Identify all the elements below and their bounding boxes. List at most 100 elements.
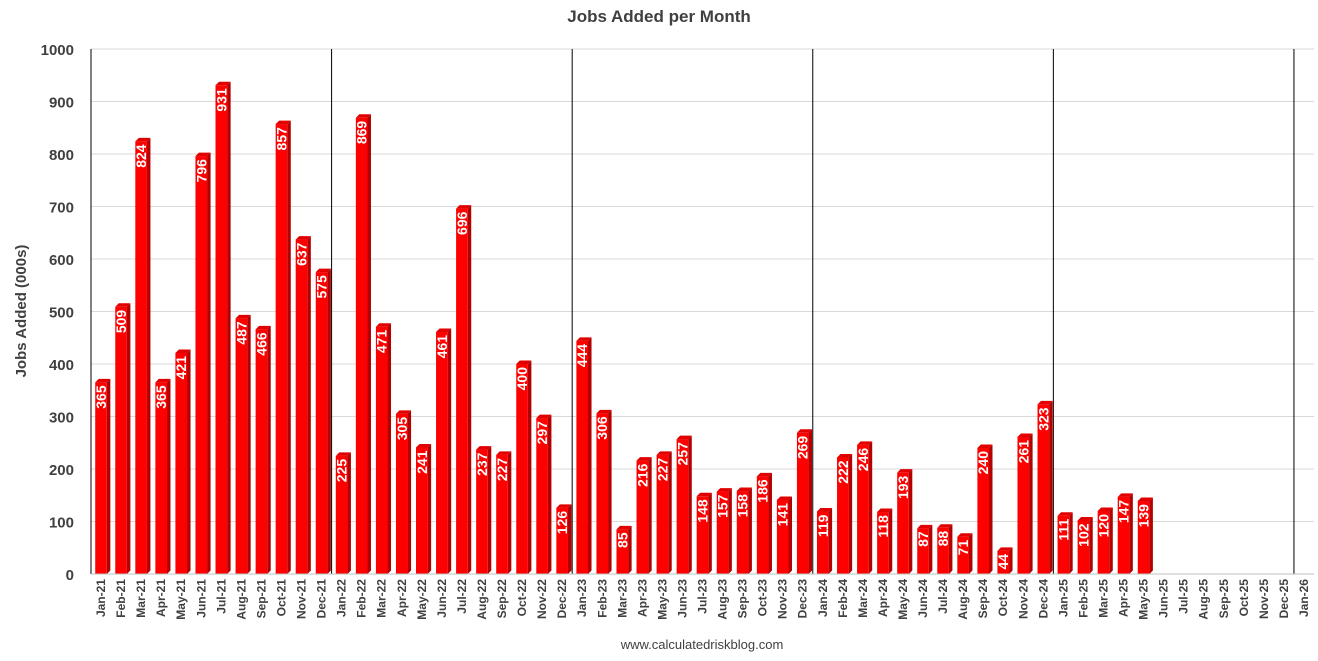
bar-top — [917, 524, 933, 529]
bar-side — [227, 81, 231, 574]
y-tick-label: 800 — [49, 147, 74, 164]
bar-group: 87 — [915, 524, 933, 574]
bar-value-label: 158 — [735, 494, 751, 518]
bar-value-label: 824 — [133, 144, 149, 168]
bar-side — [888, 508, 893, 574]
bar-group: 857 — [273, 120, 291, 574]
x-tick-label: May-22 — [415, 579, 429, 620]
bar-value-label: 297 — [534, 421, 550, 445]
bar-value-label: 225 — [334, 459, 350, 483]
bar — [476, 449, 488, 574]
bar-value-label: 227 — [654, 458, 670, 482]
bar-top — [576, 337, 592, 341]
x-tick-label: Sep-23 — [736, 579, 750, 619]
bar-group: 119 — [815, 508, 833, 574]
y-tick-label: 900 — [49, 95, 74, 112]
bar-group: 102 — [1075, 516, 1093, 574]
bar-top — [175, 349, 191, 353]
bar — [897, 472, 909, 574]
bar — [315, 272, 328, 574]
bar-group: 509 — [113, 303, 131, 574]
x-tick-label: Nov-25 — [1257, 579, 1271, 619]
bar-side — [307, 236, 311, 574]
x-tick-label: Sep-25 — [1217, 579, 1231, 619]
bar-group: 257 — [674, 435, 692, 574]
bar — [235, 318, 248, 574]
bar-top — [1097, 507, 1113, 511]
x-tick-label: Sep-24 — [976, 579, 990, 619]
bar-top — [536, 414, 552, 419]
bar-top — [235, 314, 251, 319]
x-tick-label: Nov-24 — [1016, 579, 1030, 619]
bar — [837, 457, 849, 574]
bar-group: 240 — [975, 444, 993, 574]
x-tick-label: Jan-21 — [94, 579, 108, 617]
bar-group: 796 — [193, 152, 211, 574]
y-tick-label: 500 — [49, 305, 74, 322]
bar-value-label: 85 — [614, 532, 630, 548]
bar-value-label: 637 — [294, 242, 310, 266]
bar-top — [1057, 512, 1073, 516]
bar-group: 323 — [1035, 400, 1053, 574]
x-tick-label: Apr-22 — [395, 579, 409, 617]
bar-side — [367, 114, 371, 575]
bar-top — [456, 205, 472, 209]
bar-side — [1069, 512, 1073, 574]
bar-value-label: 305 — [394, 417, 410, 441]
bar-side — [1009, 547, 1013, 574]
bar — [776, 499, 789, 574]
bar-value-label: 102 — [1075, 523, 1091, 547]
bar-value-label: 222 — [835, 460, 851, 484]
bar-top — [776, 496, 793, 500]
x-tick-label: Nov-22 — [535, 579, 549, 619]
bar-value-label: 237 — [474, 452, 490, 476]
x-tick-label: Apr-24 — [876, 579, 890, 617]
bar — [917, 528, 929, 574]
bar-top — [596, 409, 612, 414]
bar-side — [387, 323, 392, 574]
bar-top — [716, 488, 732, 492]
x-tick-label: Jan-23 — [575, 579, 589, 617]
bar — [415, 447, 428, 574]
bar-top — [215, 81, 231, 86]
bar-value-label: 246 — [855, 448, 871, 472]
bar-group: 227 — [654, 451, 672, 574]
bar-value-label: 141 — [775, 503, 791, 527]
bar-value-label: 931 — [213, 88, 229, 112]
y-tick-labels: 0 100 200 300 400 500 600 700 800 900 1000 — [41, 42, 74, 584]
bar-side — [146, 137, 151, 574]
bar — [215, 85, 228, 574]
bar-group: 85 — [614, 525, 632, 574]
bar-side — [327, 268, 331, 574]
bar-top — [1037, 400, 1053, 405]
bar-group: 696 — [454, 205, 472, 574]
bar-value-label: 444 — [574, 344, 590, 368]
x-tick-label: Aug-24 — [956, 579, 970, 620]
x-tick-label: Aug-25 — [1197, 579, 1211, 620]
bar-value-label: 269 — [795, 436, 811, 460]
bar — [275, 124, 288, 574]
chart-title: Jobs Added per Month — [567, 7, 751, 26]
x-tick-label: Mar-23 — [615, 579, 629, 618]
bar-top — [155, 378, 171, 383]
bar — [816, 511, 829, 574]
bar — [1057, 515, 1070, 574]
bar-value-label: 400 — [514, 367, 530, 391]
x-tick-label: Jan-24 — [816, 579, 830, 617]
bar-value-label: 139 — [1136, 504, 1152, 528]
bar-side — [487, 446, 492, 574]
bar-top — [295, 236, 311, 240]
bar-side — [728, 488, 732, 574]
x-tick-label: Mar-24 — [856, 579, 870, 618]
bar-group: 575 — [314, 268, 331, 574]
bar-value-label: 487 — [233, 321, 249, 345]
x-tick-label: Nov-23 — [776, 579, 790, 619]
bar — [796, 432, 809, 574]
bar — [155, 382, 167, 574]
bar-top — [355, 114, 371, 118]
bar — [1117, 496, 1130, 574]
bar-value-label: 365 — [153, 385, 169, 409]
bar-value-label: 509 — [113, 310, 129, 334]
x-tick-label: Mar-21 — [134, 579, 148, 618]
